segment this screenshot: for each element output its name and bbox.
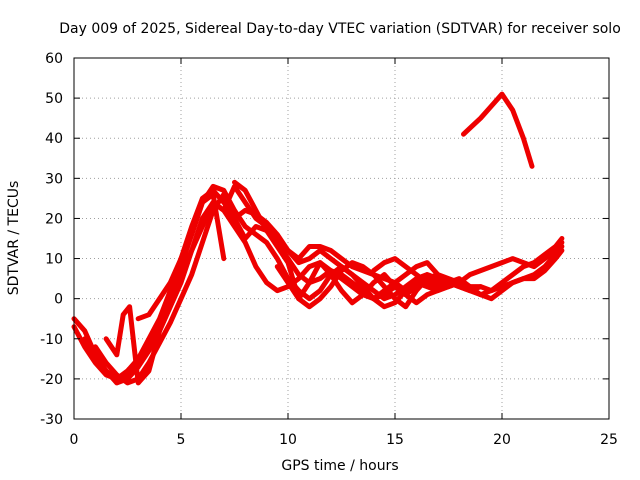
series-track-10 — [461, 91, 535, 169]
y-tick-label: 40 — [45, 131, 63, 147]
y-tick-label: 30 — [45, 171, 63, 187]
y-tick-label: 50 — [45, 91, 63, 107]
y-tick-label: 0 — [54, 292, 63, 308]
series-track-7 — [232, 179, 565, 306]
x-tick-label: 25 — [600, 432, 618, 448]
y-tick-label: -30 — [40, 412, 63, 428]
x-tick-label: 20 — [493, 432, 511, 448]
chart-title: Day 009 of 2025, Sidereal Day-to-day VTE… — [59, 21, 621, 37]
series-track-2 — [71, 187, 484, 382]
x-axis-label: GPS time / hours — [281, 458, 398, 474]
plot-frame — [73, 57, 610, 420]
y-tick-label: 20 — [45, 211, 63, 227]
grid-layer — [74, 58, 609, 419]
tick-layer: 0 5 10 15 20 25 -30 -20 -10 0 10 20 30 40 50 60 — [40, 51, 618, 448]
y-tick-label: 10 — [45, 252, 63, 268]
series-layer — [71, 91, 565, 386]
y-axis-label: SDTVAR / TECUs — [6, 181, 22, 296]
x-tick-label: 0 — [70, 432, 79, 448]
series-track-6 — [135, 191, 227, 322]
series-track-5 — [103, 199, 565, 386]
x-tick-label: 10 — [279, 432, 297, 448]
x-tick-label: 15 — [386, 432, 404, 448]
y-tick-label: 60 — [45, 51, 63, 67]
series-track-9 — [371, 248, 565, 302]
y-tick-label: -10 — [40, 332, 63, 348]
x-tick-label: 5 — [177, 432, 186, 448]
y-tick-label: -20 — [40, 372, 63, 388]
